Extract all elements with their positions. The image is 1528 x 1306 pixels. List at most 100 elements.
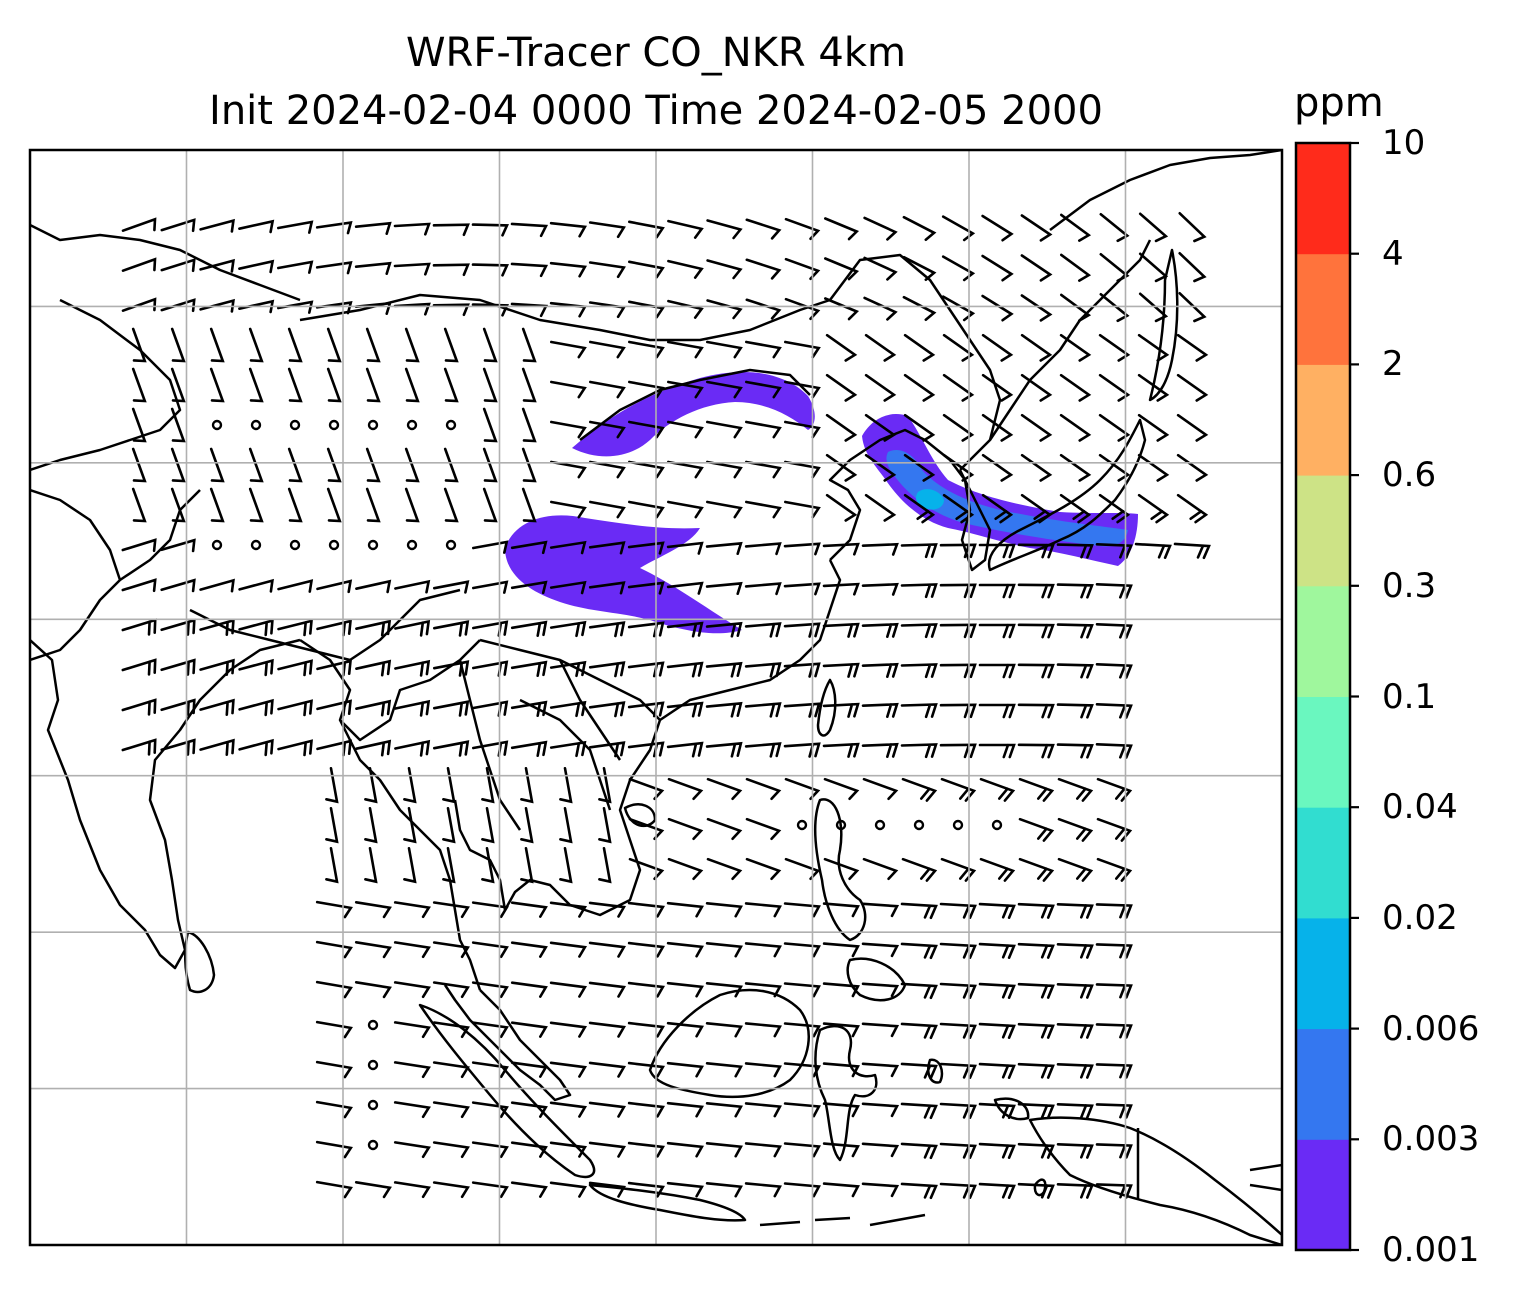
calm-wind-marker: [367, 1059, 379, 1071]
wind-barb: [667, 420, 704, 439]
wind-barb: [981, 254, 1014, 282]
wind-barb: [705, 1062, 743, 1078]
wind-barb: [471, 1101, 509, 1118]
wind-barb: [822, 742, 860, 758]
wind-barb: [442, 847, 456, 884]
wind-barb: [745, 460, 782, 479]
wind-barb: [287, 447, 303, 483]
wind-barb: [121, 698, 157, 716]
wind-barb: [248, 327, 264, 363]
wind-barb: [589, 460, 626, 479]
wind-barb: [900, 543, 938, 559]
wind-barb: [199, 218, 235, 233]
wind-barb: [745, 380, 782, 399]
wind-barb: [199, 658, 235, 676]
map-title-line2: Init 2024-02-04 0000 Time 2024-02-05 200…: [209, 88, 1103, 134]
calm-wind-marker: [952, 819, 964, 831]
map-frame: [28, 148, 1284, 1247]
wind-barb: [981, 333, 1014, 362]
calm-wind-marker: [874, 819, 886, 831]
wind-barb: [1020, 453, 1053, 482]
wind-barb: [942, 493, 975, 524]
wind-barb: [901, 777, 938, 802]
wind-barb: [199, 258, 235, 273]
wind-barb: [355, 659, 392, 677]
coastline-sakhalin: [1148, 248, 1179, 402]
wind-barb: [1137, 413, 1170, 442]
wind-barb: [666, 1181, 704, 1198]
wind-barb: [900, 743, 938, 759]
wind-barb: [863, 256, 898, 281]
wind-barb: [248, 367, 264, 403]
wind-barb: [862, 777, 899, 801]
wind-barb: [667, 500, 704, 519]
wind-barb: [745, 500, 782, 519]
wind-barb: [744, 662, 782, 678]
wind-barb: [355, 619, 392, 637]
wind-barb: [939, 1182, 977, 1199]
wind-barb: [433, 620, 470, 637]
wind-barb: [403, 847, 417, 884]
wind-barb: [706, 857, 743, 881]
wind-barb: [628, 300, 665, 319]
coastline-korea: [924, 439, 992, 572]
wind-barb: [277, 220, 314, 234]
colorbar-segment: [1296, 475, 1350, 587]
wind-barb: [981, 413, 1014, 442]
colorbar-tick-label: 0.001: [1382, 1230, 1480, 1270]
wind-barb: [559, 847, 573, 884]
wind-barb: [287, 367, 303, 403]
coastline-lesser-sundas: [759, 1213, 926, 1227]
wind-barb: [1056, 543, 1094, 559]
wind-barb: [403, 767, 417, 804]
wind-barb: [472, 540, 509, 554]
wind-barb: [705, 982, 743, 998]
coastline-srilanka: [184, 930, 216, 994]
coastline-philippines-mindanao: [846, 957, 907, 1002]
wind-barb: [316, 699, 352, 717]
border-china-north: [579, 368, 811, 441]
wind-barb: [667, 299, 704, 319]
wind-barb: [666, 621, 704, 638]
wind-barb: [823, 777, 860, 801]
wind-barb: [666, 741, 704, 758]
colorbar-tick-label: 0.003: [1382, 1119, 1480, 1160]
wind-barb: [316, 619, 352, 637]
wind-barb: [121, 658, 157, 676]
wind-barb: [510, 981, 548, 998]
calm-wind-marker: [289, 539, 301, 551]
wind-barb: [588, 661, 626, 678]
wind-barb: [627, 621, 665, 638]
wind-barb: [1020, 373, 1053, 402]
wind-barb: [472, 740, 509, 757]
wind-barb: [1017, 543, 1055, 559]
wind-barb: [822, 662, 860, 678]
wind-barb: [863, 296, 898, 321]
wind-barb: [784, 500, 821, 519]
colorbar-tick-label: 0.6: [1382, 455, 1437, 496]
wind-barb: [443, 487, 459, 523]
wind-barb: [121, 618, 157, 636]
calm-wind-marker: [406, 539, 418, 551]
wind-barb: [744, 1142, 782, 1158]
wind-barb: [1060, 213, 1092, 242]
wind-barb: [1017, 1182, 1055, 1199]
colorbar-segment: [1296, 696, 1350, 808]
calm-wind-marker: [367, 1019, 379, 1031]
wind-barb: [861, 662, 899, 678]
wind-barb: [1095, 1183, 1133, 1199]
wind-barb: [627, 1101, 666, 1118]
wind-barb: [939, 942, 977, 959]
wind-barb: [510, 1021, 548, 1038]
wind-barb: [1056, 943, 1094, 959]
wind-barb: [277, 739, 313, 757]
wind-barb: [549, 740, 587, 758]
wind-barb: [822, 702, 860, 718]
wind-barb: [277, 579, 314, 593]
wind-barb: [1099, 253, 1130, 283]
wind-barb: [861, 582, 899, 596]
wind-barb: [1096, 817, 1133, 842]
colorbar-tick-label: 0.02: [1382, 897, 1458, 938]
wind-barb: [433, 700, 470, 717]
wind-barb: [549, 660, 587, 678]
